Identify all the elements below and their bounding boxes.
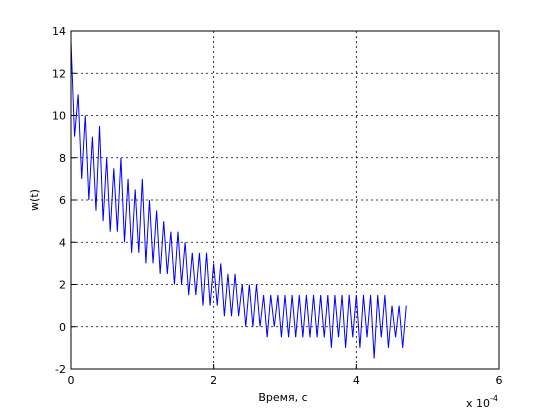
data-line	[70, 41, 407, 359]
y-tick-label: 4	[59, 236, 66, 249]
x-tick-label: 6	[496, 374, 503, 387]
y-tick-label: 0	[59, 321, 66, 334]
y-tick-label: 8	[59, 152, 66, 165]
plot-area	[71, 31, 499, 369]
x-axis-label: Время, с	[258, 391, 307, 404]
y-axis-label: w(t)	[28, 189, 41, 211]
y-tick-label: 6	[59, 194, 66, 207]
x-tick-label: 0	[68, 374, 75, 387]
y-tick-label: 2	[59, 279, 66, 292]
y-tick-label: 12	[52, 67, 66, 80]
y-tick-label: 10	[52, 110, 66, 123]
x-multiplier: x 10-4	[466, 394, 498, 410]
x-tick-label: 4	[353, 374, 360, 387]
x-tick-label: 2	[210, 374, 217, 387]
y-tick-label: 14	[52, 25, 66, 38]
y-tick-label: -2	[55, 363, 66, 376]
axes-box	[70, 30, 500, 370]
